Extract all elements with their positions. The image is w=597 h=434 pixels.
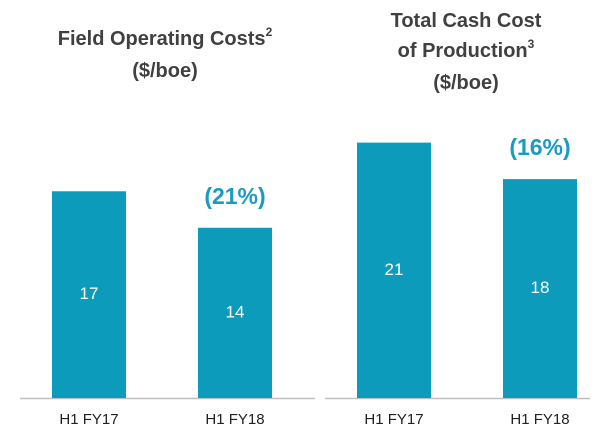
annotation: (16%) (509, 134, 570, 160)
x-tick-label: H1 FY17 (364, 411, 423, 428)
chart-title: Field Operating Costs2 (58, 25, 273, 50)
bar (52, 191, 126, 398)
chart-title: Total Cash Cost (391, 10, 542, 32)
x-tick-label: H1 FY18 (510, 411, 569, 428)
title-text: Field Operating Costs (58, 28, 266, 50)
title-text: ($/boe) (132, 60, 198, 82)
title-text: ($/boe) (433, 72, 499, 94)
bar (357, 142, 431, 398)
chart-title: of Production3 (398, 37, 535, 62)
value-label: 14 (226, 302, 245, 321)
x-tick-label: H1 FY18 (205, 411, 264, 428)
x-tick-label: H1 FY17 (59, 411, 118, 428)
title-text: of Production (398, 40, 528, 62)
chart-title: ($/boe) (433, 72, 499, 94)
value-label: 18 (531, 278, 550, 297)
title-superscript: 2 (266, 25, 273, 39)
title-text: Total Cash Cost (391, 10, 542, 32)
bar (503, 179, 577, 398)
value-label: 21 (385, 260, 404, 279)
chart-title: ($/boe) (132, 60, 198, 82)
bar (198, 227, 272, 398)
annotation: (21%) (204, 183, 265, 209)
title-superscript: 3 (528, 37, 535, 51)
value-label: 17 (80, 284, 99, 303)
